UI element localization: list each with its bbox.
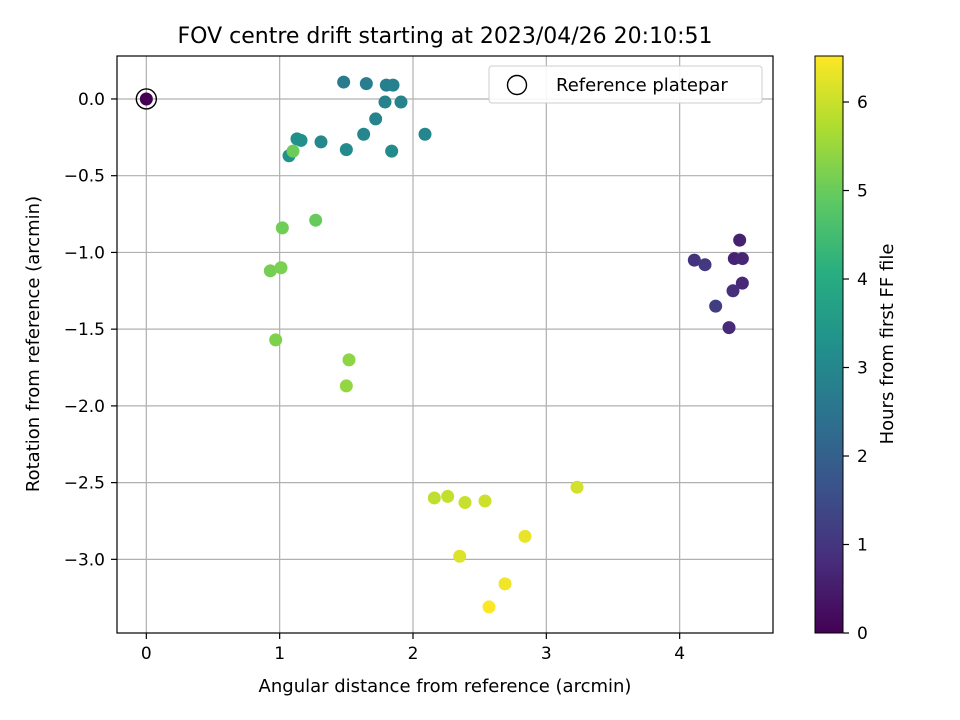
- y-tick-label: −0.5: [64, 167, 105, 187]
- data-point: [359, 77, 373, 91]
- y-tick-label: −2.0: [64, 397, 105, 417]
- x-tick-label: 4: [674, 644, 685, 664]
- data-point: [453, 549, 467, 563]
- y-tick-label: −3.0: [64, 550, 105, 570]
- colorbar-ticks: 0 1 2 3 4 5 6: [843, 93, 868, 644]
- data-points: [139, 75, 749, 614]
- colorbar: 0 1 2 3 4 5 6 Hours from first FF file: [814, 55, 898, 644]
- plot-frame: [116, 55, 774, 634]
- data-point: [309, 213, 323, 227]
- reference-platepar-marker: [135, 88, 158, 110]
- data-point: [342, 353, 356, 367]
- data-point: [357, 127, 371, 141]
- legend-entry-reference: Reference platepar: [556, 75, 728, 96]
- data-point: [441, 489, 455, 503]
- data-point: [458, 496, 472, 510]
- data-point: [498, 577, 512, 591]
- data-point: [698, 258, 712, 272]
- data-point: [482, 600, 496, 614]
- x-tick-label: 3: [541, 644, 552, 664]
- data-point: [294, 133, 308, 147]
- data-point: [418, 127, 432, 141]
- colorbar-gradient: [814, 55, 844, 634]
- y-tick-label: −1.5: [64, 320, 105, 340]
- data-point: [274, 261, 288, 275]
- data-point: [263, 264, 277, 278]
- legend-box: [488, 65, 763, 104]
- data-point: [570, 480, 584, 494]
- colorbar-tick-label: 6: [857, 93, 868, 113]
- data-point: [337, 75, 351, 89]
- colorbar-tick-label: 1: [857, 536, 868, 556]
- x-axis-ticks: 0 1 2 3 4: [141, 633, 685, 664]
- data-point: [733, 233, 747, 247]
- x-tick-label: 2: [408, 644, 419, 664]
- chart-title: FOV centre drift starting at 2023/04/26 …: [178, 24, 713, 49]
- x-axis-label: Angular distance from reference (arcmin): [259, 676, 632, 697]
- grid: [117, 56, 773, 633]
- data-point: [286, 144, 300, 158]
- reference-layer: [135, 88, 158, 110]
- data-point: [394, 95, 408, 109]
- data-point: [687, 253, 701, 267]
- colorbar-tick-label: 5: [857, 182, 868, 202]
- data-point: [385, 144, 399, 158]
- y-axis-ticks: 0.0 −0.5 −1.0 −1.5 −2.0 −2.5 −3.0: [64, 90, 117, 570]
- legend-marker-reference: [506, 74, 528, 96]
- data-point: [735, 252, 749, 266]
- data-point: [427, 491, 441, 505]
- data-point: [478, 494, 492, 508]
- data-point: [726, 284, 740, 298]
- data-point: [709, 299, 723, 313]
- y-tick-label: −2.5: [64, 474, 105, 494]
- y-axis-label: Rotation from reference (arcmin): [23, 196, 44, 492]
- y-tick-label: −1.0: [64, 243, 105, 263]
- data-point: [378, 95, 392, 109]
- colorbar-tick-label: 0: [857, 624, 868, 644]
- data-point: [722, 321, 736, 335]
- data-point: [386, 78, 400, 92]
- x-tick-label: 1: [274, 644, 285, 664]
- data-point: [269, 333, 283, 347]
- colorbar-tick-label: 3: [857, 359, 868, 379]
- data-point: [369, 112, 383, 126]
- x-tick-label: 0: [141, 644, 152, 664]
- data-point: [735, 276, 749, 290]
- data-point: [518, 529, 532, 543]
- legend: Reference platepar: [488, 65, 763, 104]
- data-point: [314, 135, 328, 149]
- data-point: [275, 221, 289, 235]
- data-point: [339, 143, 353, 157]
- colorbar-label: Hours from first FF file: [877, 244, 898, 445]
- y-tick-label: 0.0: [78, 90, 105, 110]
- colorbar-tick-label: 4: [857, 270, 868, 290]
- colorbar-tick-label: 2: [857, 447, 868, 467]
- data-point: [139, 92, 153, 106]
- data-point: [339, 379, 353, 393]
